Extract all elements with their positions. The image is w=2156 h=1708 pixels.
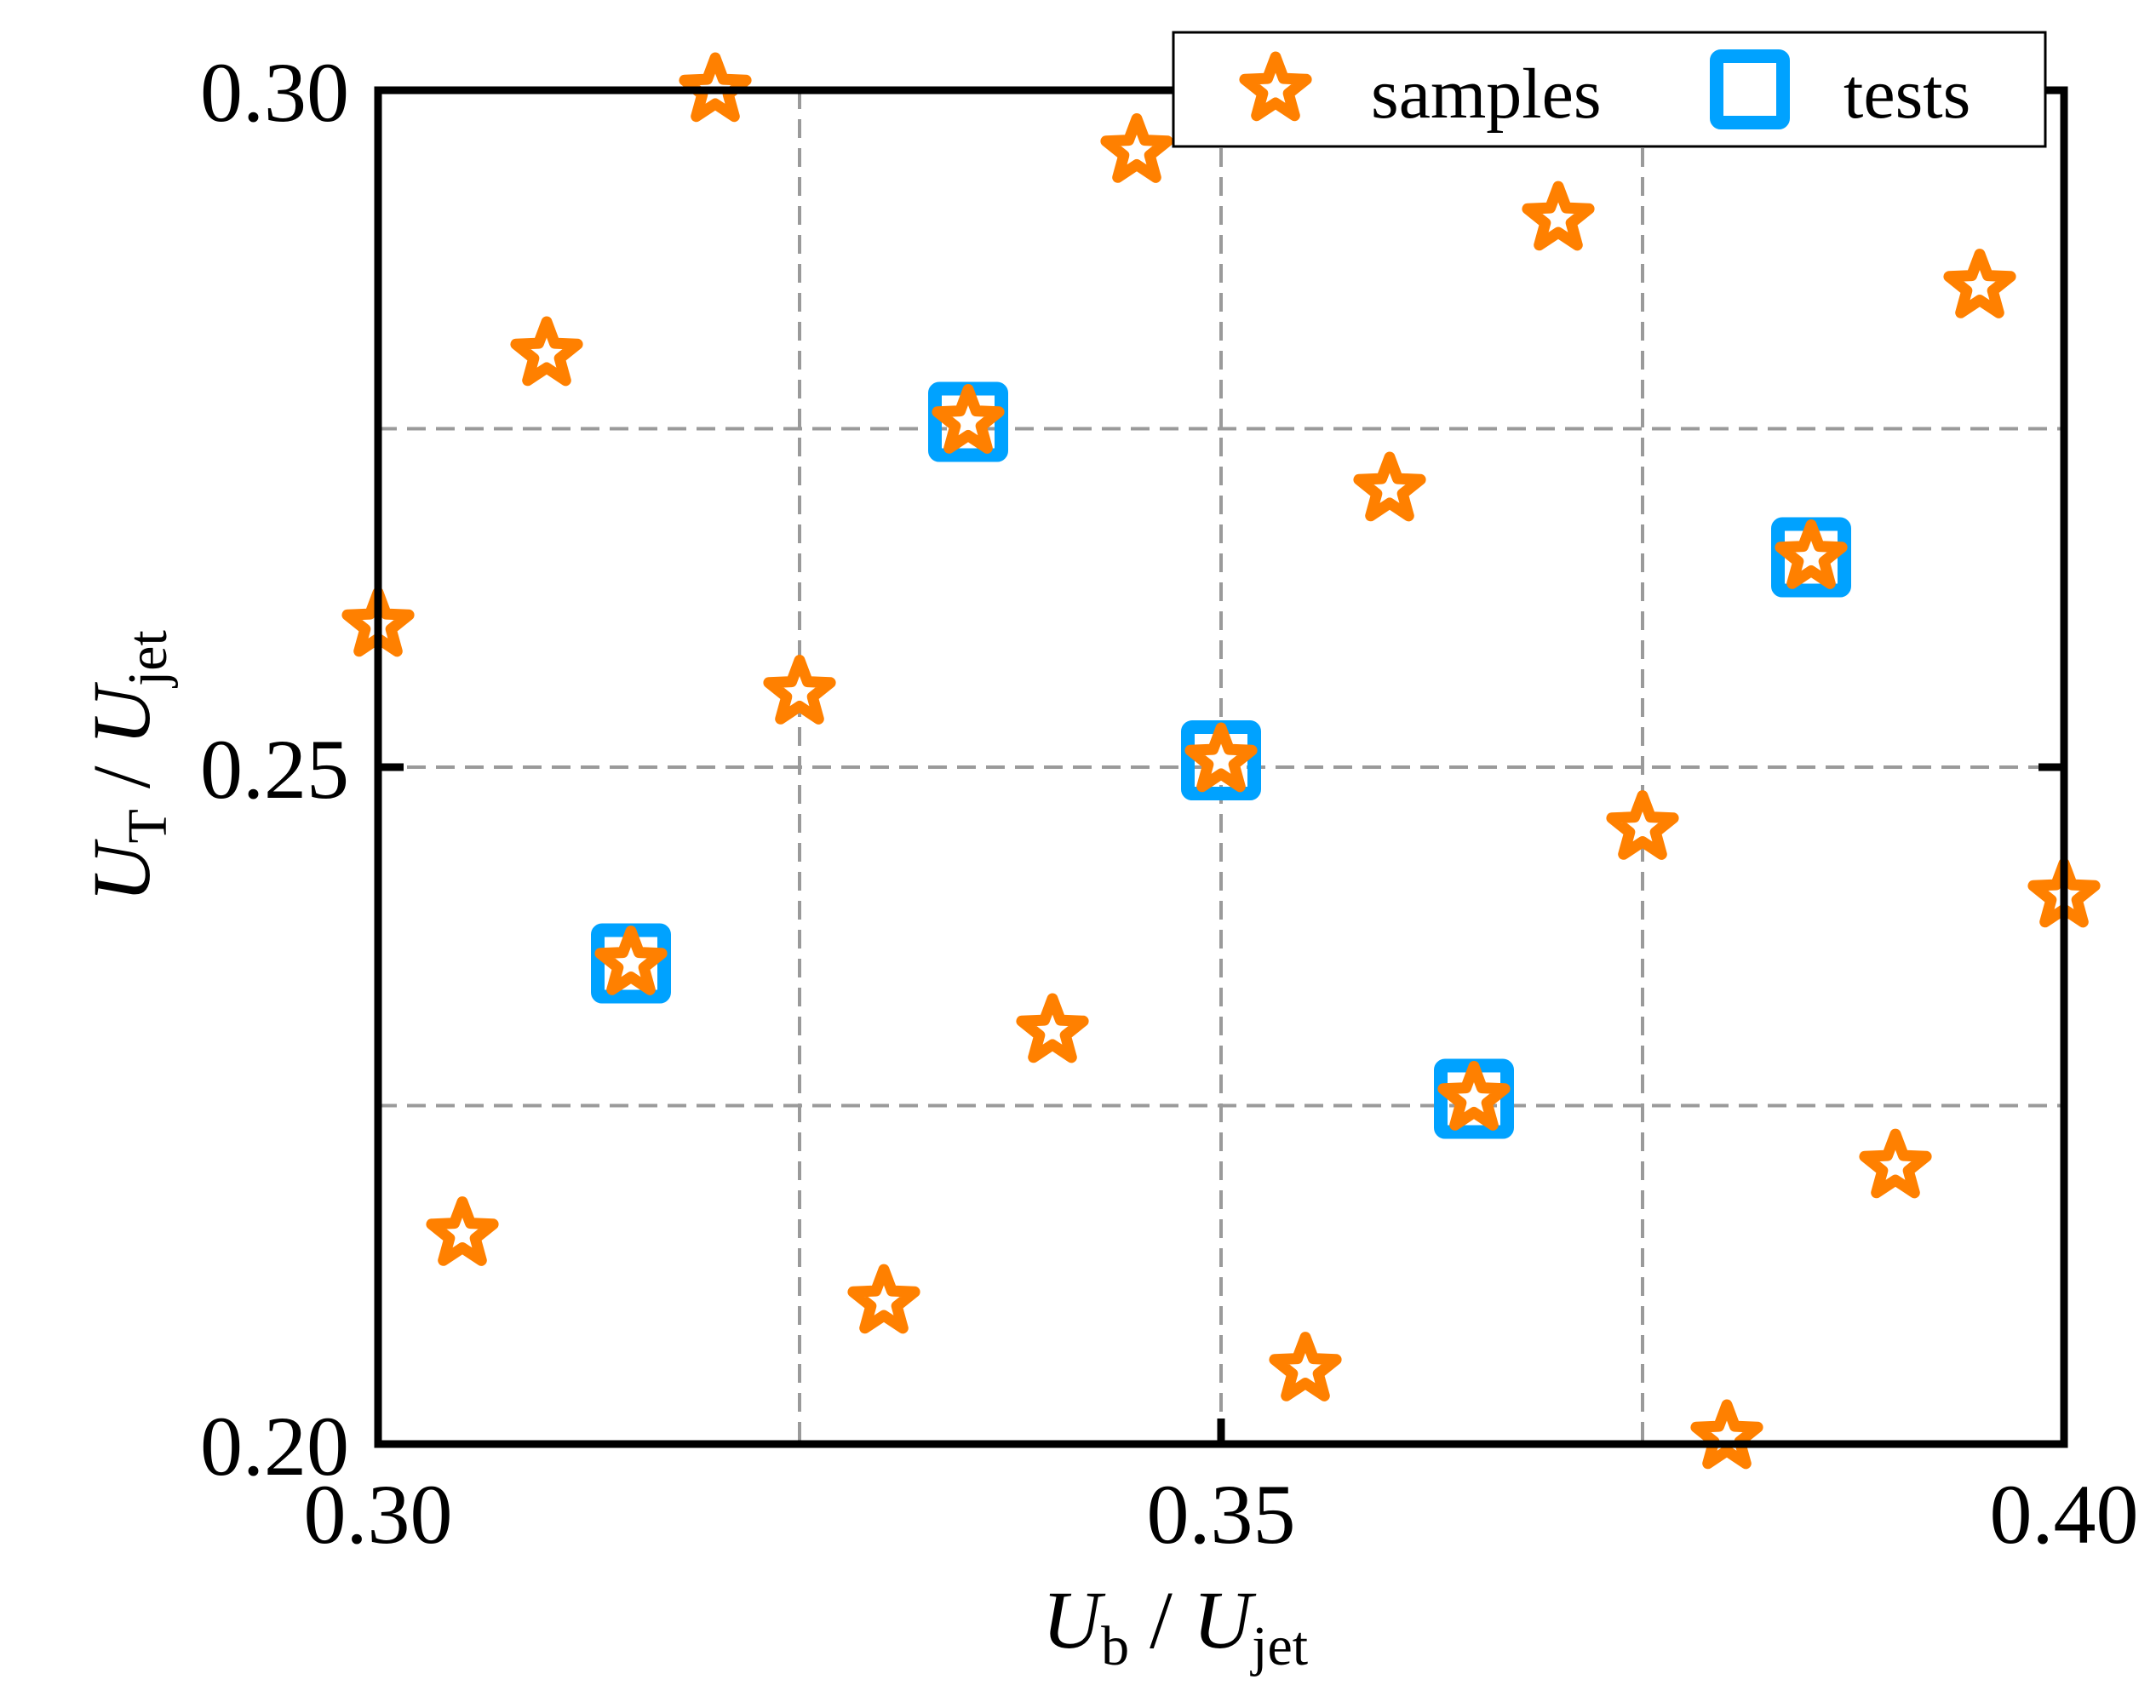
- sample-point: [932, 384, 1005, 454]
- x-tick-label: 0.40: [1990, 1467, 2139, 1562]
- sample-point: [1522, 181, 1595, 251]
- sample-point: [1775, 519, 1848, 589]
- legend-label-tests: tests: [1843, 54, 1970, 134]
- sample-point: [426, 1196, 499, 1266]
- sample-point: [847, 1264, 920, 1334]
- legend-square-icon: [1710, 49, 1790, 129]
- y-tick-label: 0.20: [200, 1399, 349, 1493]
- sample-point: [1690, 1399, 1763, 1470]
- sample-point: [1184, 722, 1258, 793]
- legend-label-samples: samples: [1371, 54, 1602, 134]
- sample-point: [1016, 993, 1089, 1063]
- sample-point: [1943, 249, 2016, 318]
- x-tick-label: 0.35: [1147, 1467, 1296, 1562]
- sample-point: [1100, 113, 1173, 183]
- sample-point: [510, 316, 583, 387]
- sample-point: [763, 655, 836, 725]
- sample-point: [1269, 1332, 1342, 1401]
- x-axis-label: Ub / Ujet: [1042, 1574, 1308, 1677]
- legend: samples tests: [1172, 31, 2047, 148]
- legend-box: [1172, 31, 2047, 148]
- legend-star-icon: [1239, 51, 1312, 122]
- legend-star-mark: [1239, 51, 1312, 122]
- y-tick-label: 0.25: [200, 722, 349, 817]
- legend-square-mark: [1710, 49, 1790, 129]
- sample-point: [594, 926, 668, 995]
- sample-point: [1353, 451, 1426, 522]
- sample-point: [1437, 1061, 1511, 1131]
- sample-point: [1606, 790, 1679, 860]
- sample-point: [1859, 1128, 1932, 1199]
- y-tick-label: 0.30: [200, 45, 349, 140]
- x-tick-label: 0.30: [304, 1467, 453, 1562]
- y-axis-label: UT / Ujet: [76, 630, 179, 903]
- axis-ticks: 0.30 0.35 0.40 0.20 0.25 0.30: [200, 45, 2139, 1562]
